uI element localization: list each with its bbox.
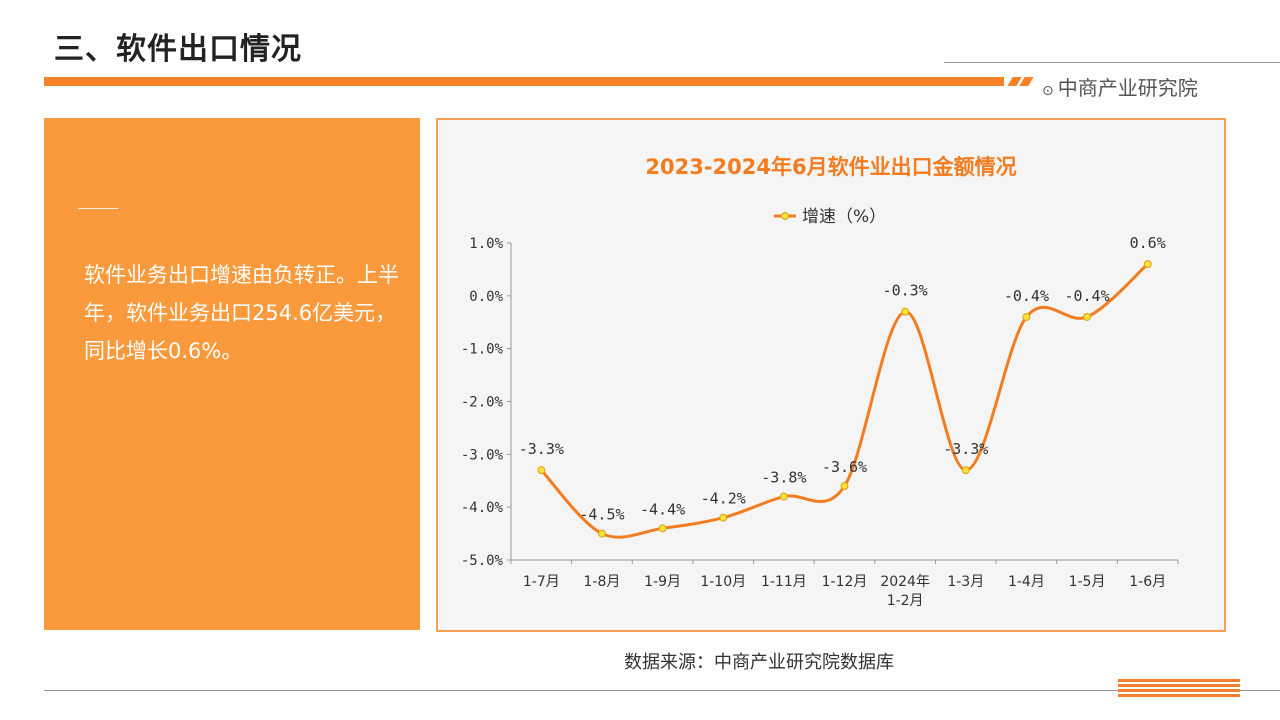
chart-container: 2023-2024年6月软件业出口金额情况增速（%） 1.0% 0.0% -1.0% -… — [436, 118, 1226, 632]
title-accent-bar — [44, 77, 1004, 86]
x-tick-label: 1-11月 — [761, 574, 807, 590]
data-point — [1083, 312, 1092, 321]
x-tick-label: 1-2月 — [887, 593, 924, 609]
summary-text: 软件业务出口增速由负转正。上半年，软件业务出口254.6亿美元，同比增长0.6%… — [84, 263, 399, 363]
data-point — [658, 524, 667, 533]
footer-divider — [44, 690, 1280, 691]
y-tick-label: -5.0% — [461, 553, 504, 569]
data-label: -4.4% — [640, 500, 685, 518]
data-point — [779, 492, 788, 501]
x-tick-label: 1-10月 — [700, 574, 746, 590]
data-point — [840, 482, 849, 491]
x-tick-label: 1-3月 — [947, 574, 984, 590]
data-point — [1143, 260, 1152, 269]
data-point — [901, 307, 910, 316]
page-title: 三、软件出口情况 — [54, 32, 302, 67]
y-tick-label: -3.0% — [461, 447, 504, 463]
x-tick-label: 1-6月 — [1129, 574, 1166, 590]
x-tick-label: 1-8月 — [584, 574, 621, 590]
data-label: -3.3% — [519, 440, 564, 458]
data-point — [537, 466, 546, 475]
y-tick-label: 1.0% — [469, 236, 503, 252]
data-point — [1022, 312, 1031, 321]
data-label: 0.6% — [1130, 234, 1166, 252]
data-label: -3.8% — [761, 469, 806, 487]
data-point — [597, 529, 606, 538]
data-label: -4.2% — [701, 490, 746, 508]
brand-name: 中商产业研究院 — [1057, 76, 1198, 100]
data-label: -0.4% — [1004, 287, 1049, 305]
x-tick-label: 2024年 — [880, 574, 930, 590]
brand-circle-icon: ⊙ — [1042, 83, 1054, 99]
x-tick-label: 1-12月 — [822, 574, 868, 590]
slash-decoration — [1019, 77, 1034, 86]
data-label: -4.5% — [579, 506, 624, 524]
panel-dash — [78, 208, 118, 209]
series-line — [540, 263, 1149, 539]
header-divider — [944, 62, 1280, 63]
chart-title: 2023-2024年6月软件业出口金额情况 — [645, 155, 1016, 179]
data-label: -0.4% — [1064, 287, 1109, 305]
data-point — [961, 466, 970, 475]
footer-stripes — [1118, 679, 1240, 697]
y-tick-label: -2.0% — [461, 395, 504, 411]
legend-label: 增速（%） — [802, 207, 886, 227]
x-tick-label: 1-5月 — [1069, 574, 1106, 590]
data-point — [719, 513, 728, 522]
x-tick-label: 1-7月 — [523, 574, 560, 590]
x-tick-label: 1-4月 — [1008, 574, 1045, 590]
data-source: 数据来源：中商产业研究院数据库 — [624, 652, 894, 673]
y-tick-label: -1.0% — [461, 342, 504, 358]
y-tick-label: 0.0% — [469, 289, 503, 305]
data-label: -3.6% — [822, 458, 867, 476]
x-tick-label: 1-9月 — [644, 574, 681, 590]
data-label: -0.3% — [883, 282, 928, 300]
summary-panel: 软件业务出口增速由负转正。上半年，软件业务出口254.6亿美元，同比增长0.6%… — [44, 118, 420, 630]
y-tick-label: -4.0% — [461, 500, 504, 516]
legend-marker — [781, 212, 789, 220]
data-label: -3.3% — [943, 440, 988, 458]
brand-logo: ⊙ 中商产业研究院 — [1042, 72, 1198, 101]
